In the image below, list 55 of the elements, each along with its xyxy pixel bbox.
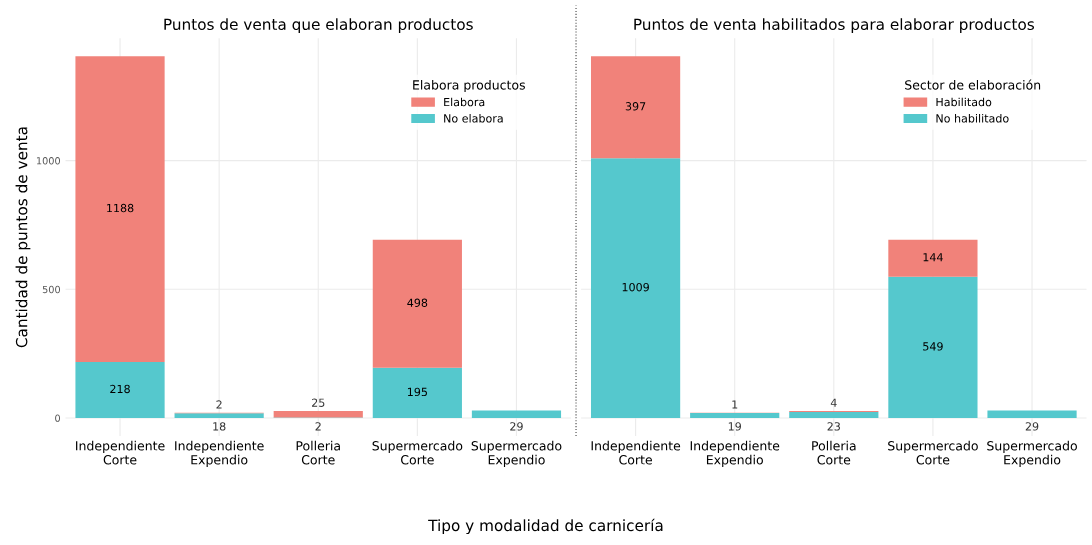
data-label: 218 [110,384,130,394]
data-label: 2 [315,422,321,431]
bar [75,361,165,418]
x-tick-label: Independiente Corte [76,440,165,465]
x-tick-label: Independiente Expendio [690,440,780,467]
bar [372,239,462,368]
legend-title: Elabora productos [413,79,525,93]
data-label: 2 [216,400,222,409]
bar [591,158,681,418]
data-label: 498 [407,298,428,307]
data-label: 1009 [622,282,649,292]
y-axis-title: Cantidad de puntos de venta [15,127,31,348]
x-tick-label: Independiente Corte [591,440,681,465]
chart-title: Puntos de venta habilitados para elaborar productos [634,18,1035,33]
data-label: 1188 [107,203,134,213]
x-tick-label: Independiente Expendio [175,440,264,467]
data-label: 1 [732,400,738,409]
legend-label: Habilitado [936,97,992,107]
data-label: 18 [213,422,226,431]
legend-label: No elabora [444,113,503,123]
x-tick-label: Supermercado Expendio [987,440,1077,467]
legend-title: Sector de elaboración [905,79,1041,90]
data-label: 29 [510,422,523,431]
bar [987,410,1077,418]
y-tick-label: 1000 [36,157,61,165]
data-label: 4 [830,398,837,407]
bar [690,413,780,418]
bar [888,276,978,418]
data-label: 23 [827,422,840,431]
bar [888,239,978,277]
bar [591,56,681,159]
data-label: 19 [728,422,741,431]
chart-title: Puntos de venta que elaboran productos [164,18,473,33]
bar [273,411,363,418]
legend-label: Elabora [444,97,485,107]
x-tick-label: Supermercado Expendio [471,440,562,467]
y-tick-label: 500 [42,285,61,294]
x-tick-label: Polleria Corte [812,440,856,465]
x-tick-label: Supermercado Corte [888,440,978,465]
bar [174,413,264,418]
data-label: 25 [311,398,325,407]
x-tick-label: Supermercado Corte [372,440,463,465]
x-axis-title: Tipo y modalidad de carnicería [428,518,663,535]
y-tick-label: 0 [55,414,61,422]
data-label: 549 [923,342,943,351]
bar [471,410,562,418]
x-tick-label: Polleria Corte [296,440,340,465]
data-label: 397 [625,102,646,111]
legend-label: No habilitado [936,113,1009,123]
bar [75,56,165,362]
data-label: 195 [407,387,427,397]
data-label: 29 [1025,422,1039,431]
bar [372,367,462,418]
data-label: 144 [923,253,943,262]
bar [789,412,879,418]
